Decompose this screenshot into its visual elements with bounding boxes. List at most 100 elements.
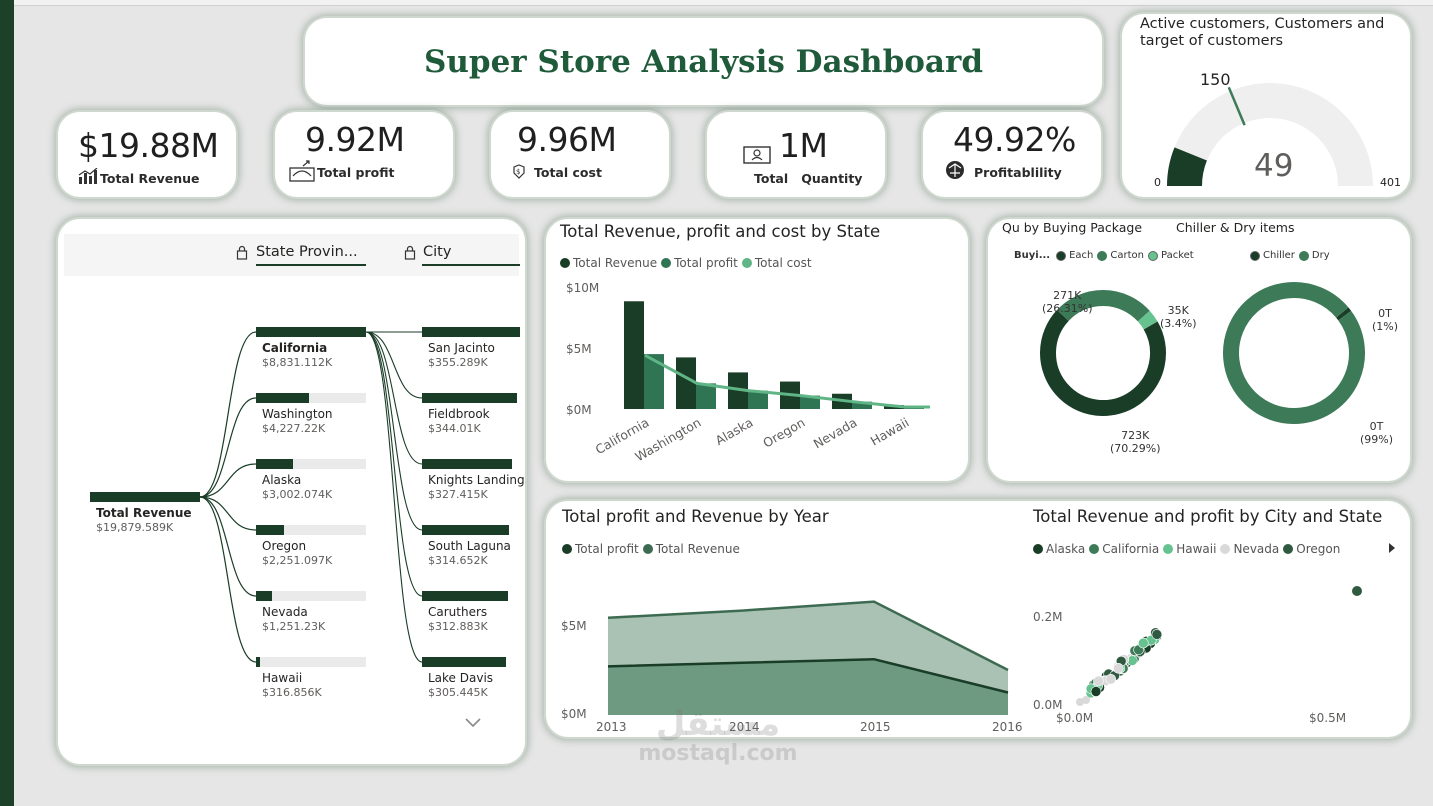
- tree-column-city[interactable]: City: [423, 244, 452, 260]
- kpi-label: Total Revenue: [100, 171, 200, 186]
- brain-icon: [946, 161, 964, 179]
- donut-slice: [1137, 310, 1158, 330]
- state-bar: [256, 327, 366, 337]
- legend-item[interactable]: Oregon: [1283, 542, 1340, 556]
- kpi-card-total-profit[interactable]: 9.92M Total profit: [275, 112, 453, 197]
- id-card-icon: [743, 146, 771, 164]
- profit-icon: [289, 160, 315, 182]
- city-label: Knights Landing: [428, 473, 525, 487]
- state-value: $4,227.22K: [262, 422, 326, 435]
- legend-item[interactable]: Dry: [1298, 250, 1330, 261]
- state-chart-card[interactable]: Total Revenue, profit and cost by State …: [546, 219, 968, 481]
- gauge-card[interactable]: Active customers, Customers and target o…: [1122, 14, 1410, 197]
- revenue-line: [607, 600, 1009, 672]
- tree-link: [199, 496, 257, 597]
- legend-item[interactable]: Carton: [1097, 250, 1144, 261]
- donut-label-chiller: 0T (1%): [1372, 307, 1399, 333]
- state-label: Hawaii: [262, 671, 303, 685]
- state-label: Alaska: [262, 473, 302, 487]
- donut-slice: [1040, 310, 1166, 416]
- city-label: Caruthers: [428, 605, 488, 619]
- city-value: $314.652K: [428, 554, 488, 567]
- tree-header-bar: [64, 234, 519, 276]
- legend-item[interactable]: Each: [1056, 250, 1093, 261]
- column-underline: [256, 264, 366, 266]
- state-bar: [256, 657, 260, 667]
- legend-item[interactable]: Total profit: [562, 542, 639, 556]
- bar-profit: [748, 390, 768, 409]
- donut1-legend: Buyi... Each Carton Packet: [1014, 250, 1194, 261]
- legend-next-arrow-icon[interactable]: [1388, 543, 1396, 553]
- chevron-down-icon[interactable]: [464, 717, 482, 729]
- tree-root-bar[interactable]: [90, 492, 200, 502]
- legend-item[interactable]: Alaska: [1033, 542, 1085, 556]
- kpi-label: Total profit: [317, 165, 395, 180]
- year-chart-title: Total profit and Revenue by Year: [562, 507, 829, 526]
- kpi-value: $19.88M: [78, 126, 219, 165]
- legend-item[interactable]: Total cost: [741, 256, 812, 270]
- state-label: Washington: [262, 407, 333, 421]
- legend-item[interactable]: Chiller: [1250, 250, 1295, 261]
- bar-profit: [800, 395, 820, 409]
- lock-icon: [404, 245, 416, 260]
- state-bar-track: [256, 525, 366, 535]
- kpi-card-total-revenue[interactable]: $19.88M Total Revenue: [58, 112, 236, 197]
- tree-link: [365, 331, 423, 465]
- bar-revenue: [624, 301, 644, 409]
- legend-item[interactable]: Total profit: [661, 256, 738, 270]
- profit-line: [607, 657, 1009, 694]
- scatter-point: [1105, 674, 1117, 685]
- city-bar: [422, 657, 507, 667]
- decomposition-tree-card[interactable]: State Provin... City Total Revenue $19,8…: [58, 219, 525, 764]
- state-bar: [256, 459, 294, 469]
- x-tick: 2016: [992, 720, 1023, 734]
- state-value: $8,831.112K: [262, 356, 333, 369]
- x-tick: 2014: [729, 720, 760, 734]
- kpi-label: Total Quantity: [754, 171, 863, 186]
- city-value: $305.445K: [428, 686, 488, 699]
- tree-link: [199, 397, 257, 498]
- legend-item[interactable]: Nevada: [1220, 542, 1279, 556]
- area-chart-plot: [607, 600, 1009, 715]
- donut-slice: [1056, 290, 1150, 322]
- cost-icon: $: [513, 164, 525, 179]
- package-donut-card[interactable]: Qu by Buying Package Chiller & Dry items…: [988, 219, 1410, 481]
- kpi-card-profitability[interactable]: 49.92% Profitablility: [923, 112, 1101, 197]
- legend-item[interactable]: Packet: [1148, 250, 1194, 261]
- gauge-title: Active customers, Customers and target o…: [1140, 16, 1385, 49]
- y-tick: $0M: [561, 707, 587, 721]
- gauge-target-label: 150: [1200, 70, 1231, 89]
- state-bar-track: [256, 393, 366, 403]
- tree-link: [199, 496, 257, 531]
- scatter-plot: [1076, 586, 1362, 706]
- legend-item[interactable]: Total Revenue: [560, 256, 657, 270]
- x-tick: $0.5M: [1309, 711, 1347, 725]
- scatter-point: [1112, 663, 1124, 674]
- donut-slice: [1223, 282, 1365, 424]
- watermark: مستقل mostaql.com: [638, 704, 798, 766]
- legend-item[interactable]: Total Revenue: [642, 542, 740, 556]
- state-value: $3,002.074K: [262, 488, 333, 501]
- legend-item[interactable]: California: [1089, 542, 1159, 556]
- year-city-card[interactable]: Total profit and Revenue by Year Total p…: [546, 501, 1410, 737]
- kpi-card-total-cost[interactable]: 9.96M $ Total cost: [491, 112, 669, 197]
- chart-legend: Total Revenue Total profit Total cost: [560, 256, 816, 270]
- scatter-point: [1151, 629, 1163, 640]
- x-tick-label: Hawaii: [868, 415, 912, 449]
- lock-icon: [236, 245, 248, 260]
- gauge-value-label: 49: [1254, 148, 1294, 184]
- left-accent-bar: [0, 0, 14, 806]
- cost-line: [644, 353, 930, 409]
- profit-area: [608, 659, 1008, 715]
- legend-item[interactable]: Hawaii: [1163, 542, 1216, 556]
- kpi-card-total-quantity[interactable]: 1M Total Quantity: [707, 112, 885, 197]
- tree-column-state[interactable]: State Provin...: [256, 244, 358, 260]
- city-value: $327.415K: [428, 488, 488, 501]
- state-bar-track: [256, 459, 366, 469]
- svg-text:$: $: [516, 168, 520, 176]
- state-label: California: [262, 341, 328, 355]
- tree-link: [199, 331, 257, 498]
- donut1-title: Qu by Buying Package: [1002, 220, 1143, 235]
- kpi-label: Total cost: [534, 165, 602, 180]
- y-tick: $10M: [566, 281, 600, 295]
